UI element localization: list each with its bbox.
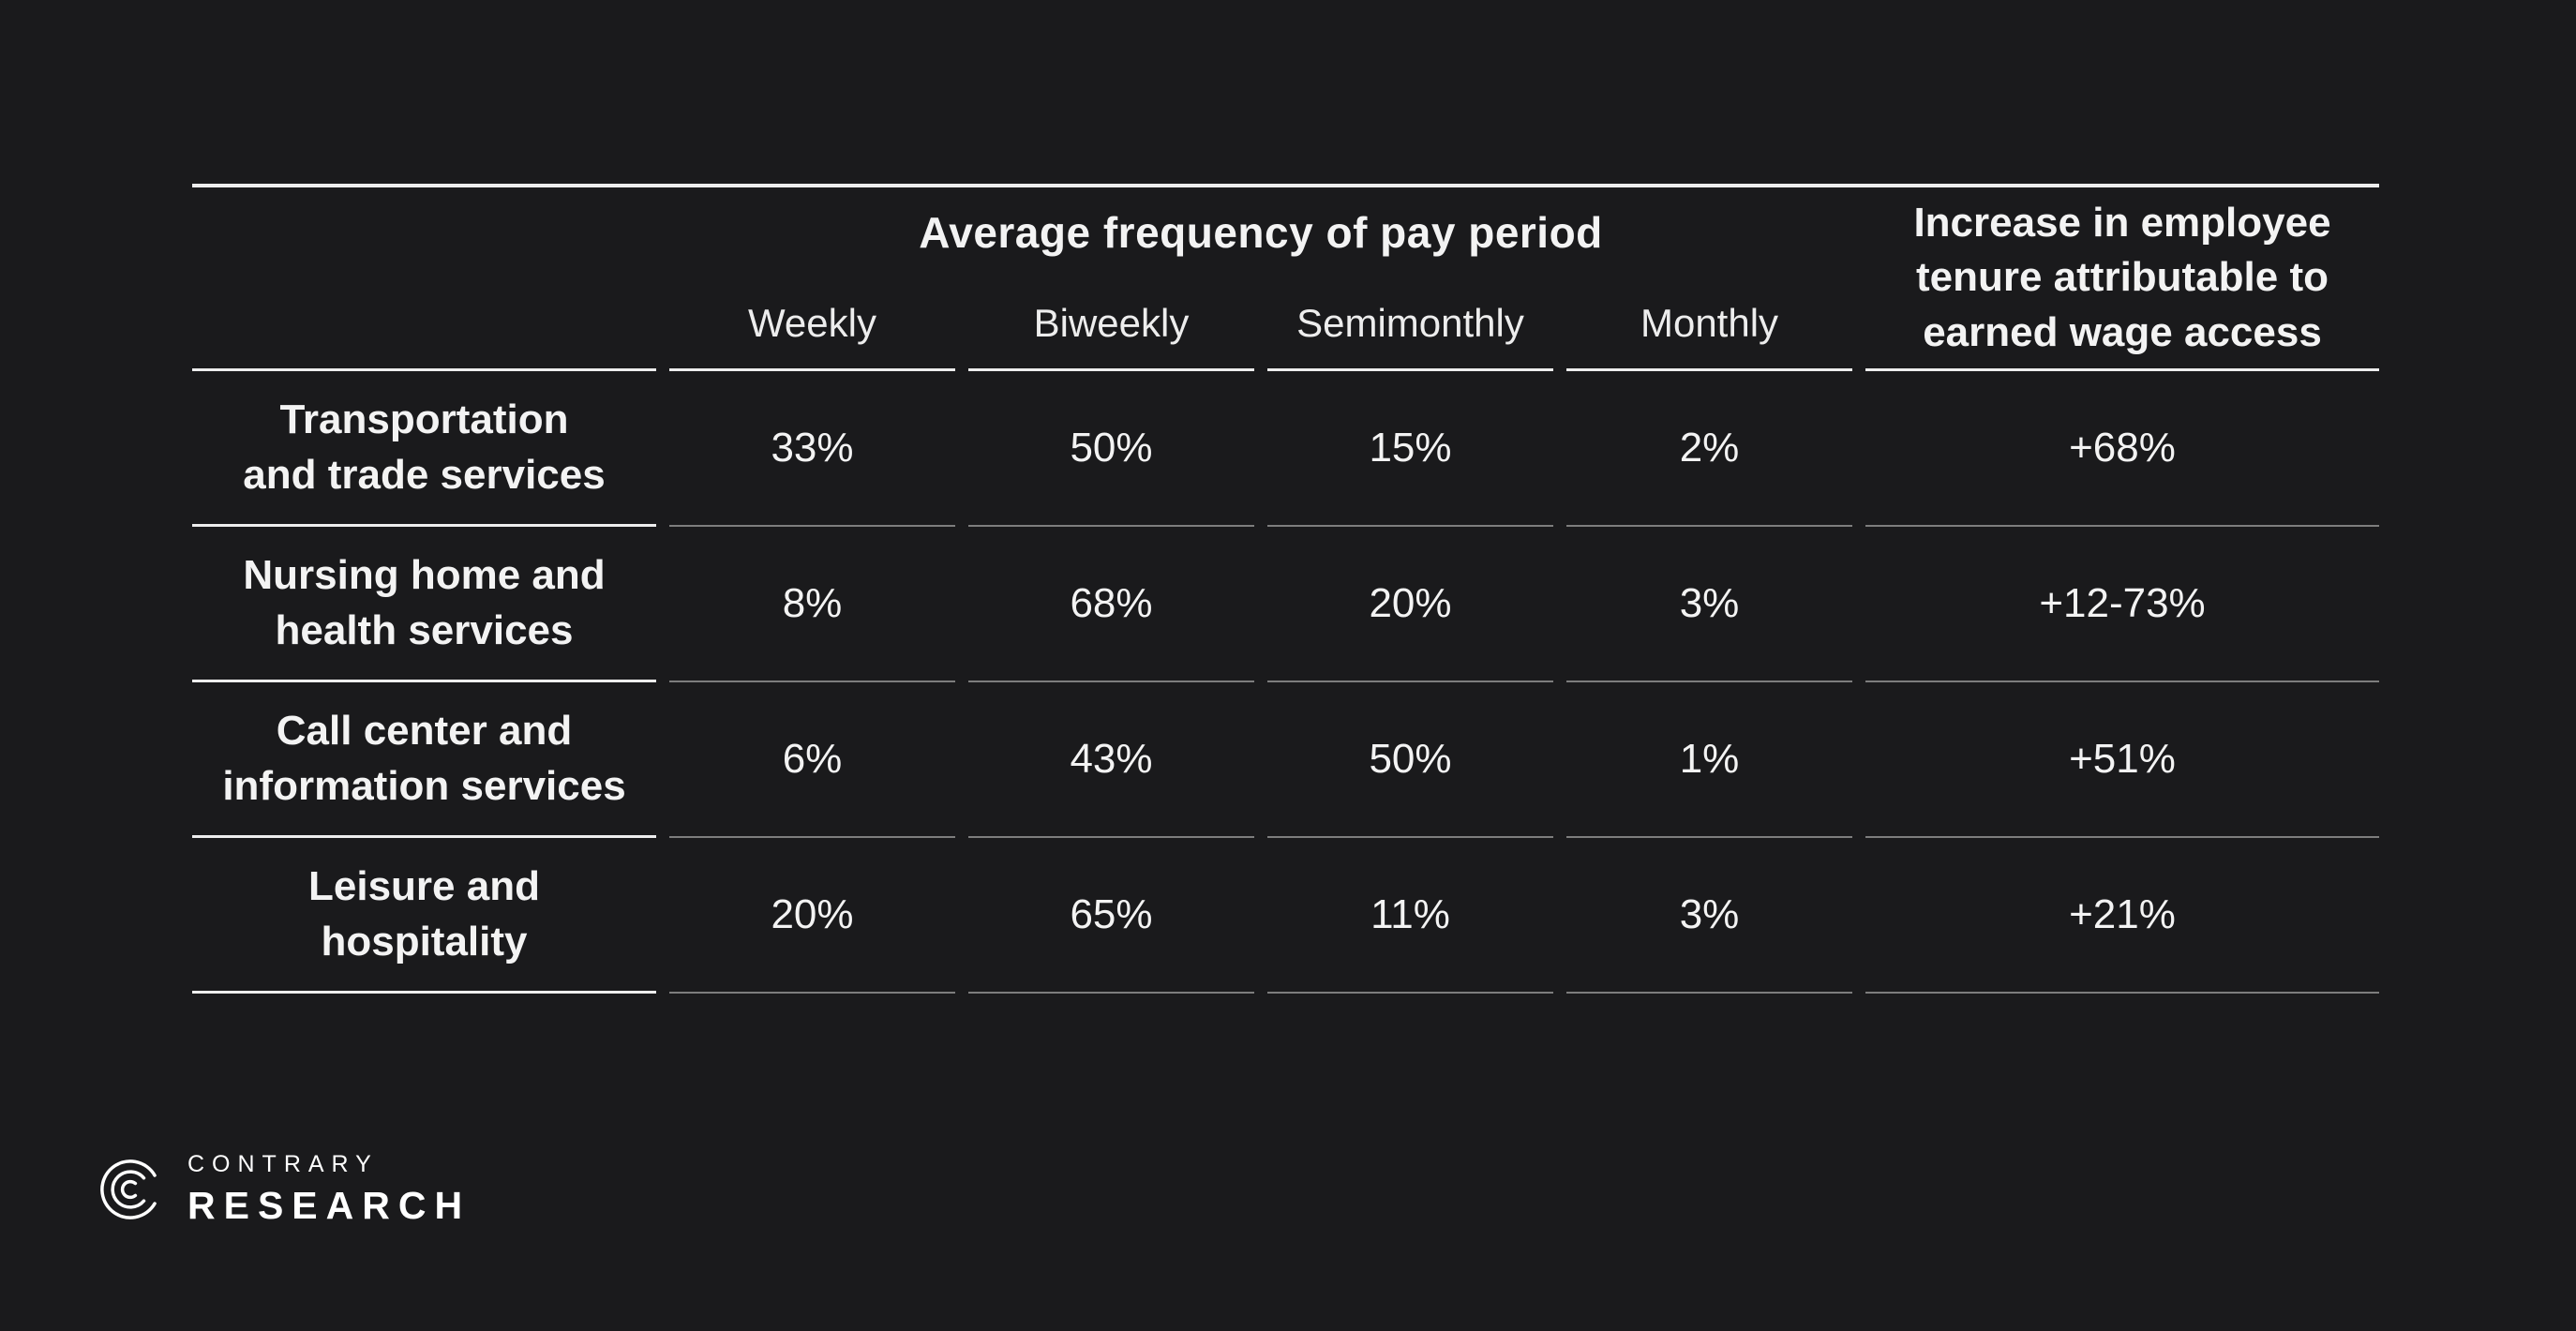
table-cell: 8% (669, 527, 955, 682)
logo-wordmark: CONTRARY RESEARCH (187, 1151, 471, 1228)
table-cell: 15% (1267, 371, 1553, 527)
logo-line-contrary: CONTRARY (187, 1151, 379, 1177)
contrary-research-logo: CONTRARY RESEARCH (97, 1151, 471, 1228)
row-label-line: Transportation (279, 396, 569, 443)
table-cell: 6% (669, 682, 955, 838)
table-cell: 20% (669, 838, 955, 994)
column-header-biweekly: Biweekly (968, 277, 1254, 371)
row-label-line: information services (222, 762, 626, 809)
table-cell: 68% (968, 527, 1254, 682)
row-label-line: and trade services (243, 451, 606, 498)
header-blank-cell (192, 187, 656, 371)
table-cell: 50% (968, 371, 1254, 527)
row-label-line: hospitality (321, 918, 528, 965)
table-cell: 43% (968, 682, 1254, 838)
table-cell: 65% (968, 838, 1254, 994)
tenure-cell: +12-73% (1865, 527, 2379, 682)
column-header-weekly: Weekly (669, 277, 955, 371)
column-header-semimonthly: Semimonthly (1267, 277, 1553, 371)
row-label-line: health services (275, 606, 574, 653)
tenure-column-header: Increase in employee tenure attributable… (1865, 187, 2379, 371)
row-label: Nursing home and health services (192, 527, 656, 682)
table-cell: 2% (1566, 371, 1852, 527)
row-label: Transportation and trade services (192, 371, 656, 527)
tenure-cell: +21% (1865, 838, 2379, 994)
logo-line-research: RESEARCH (187, 1184, 472, 1227)
tenure-header-line: Increase in employee (1913, 200, 2331, 247)
row-label: Leisure and hospitality (192, 838, 656, 994)
row-label-line: Call center and (276, 708, 573, 755)
row-label-line: Leisure and (308, 863, 540, 910)
row-label-line: Nursing home and (243, 552, 606, 599)
table-cell: 3% (1566, 838, 1852, 994)
group-header: Average frequency of pay period (919, 208, 1603, 257)
tenure-cell: +68% (1865, 371, 2379, 527)
tenure-header-line: tenure attributable to (1915, 254, 2329, 301)
table-cell: 20% (1267, 527, 1553, 682)
table-cell: 3% (1566, 527, 1852, 682)
table-cell: 50% (1267, 682, 1553, 838)
contrary-logo-icon (100, 1159, 157, 1219)
tenure-cell: +51% (1865, 682, 2379, 838)
table-cell: 11% (1267, 838, 1553, 994)
column-header-monthly: Monthly (1566, 277, 1852, 371)
table-cell: 33% (669, 371, 955, 527)
pay-frequency-table: Average frequency of pay period Increase… (192, 184, 2379, 994)
tenure-header-line: earned wage access (1923, 308, 2322, 355)
table-cell: 1% (1566, 682, 1852, 838)
row-label: Call center and information services (192, 682, 656, 838)
